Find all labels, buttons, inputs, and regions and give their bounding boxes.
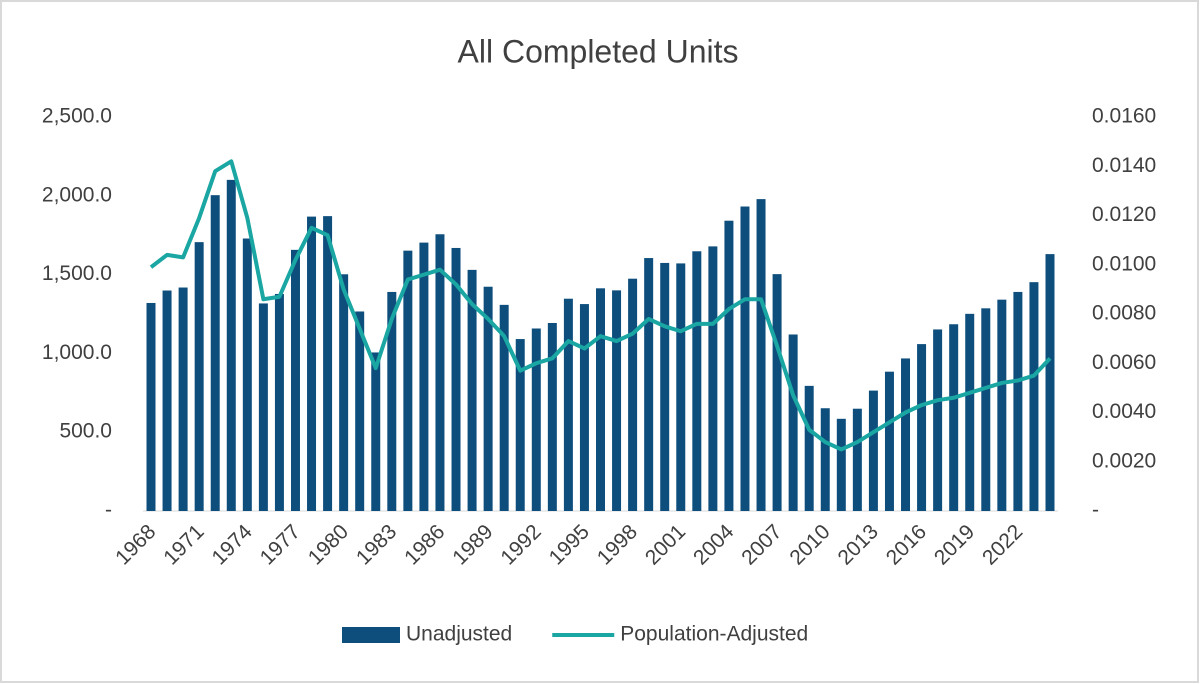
y2-tick-label: 0.0060 [1092, 351, 1156, 374]
y-tick-label: 2,000.0 [42, 183, 112, 206]
bar [772, 274, 782, 511]
bar [644, 258, 654, 511]
y2-tick-label: 0.0020 [1092, 449, 1156, 472]
bar [274, 293, 284, 511]
bar [307, 216, 317, 511]
bar [692, 251, 702, 511]
bar [917, 344, 927, 511]
bar [323, 216, 333, 511]
bar [146, 302, 156, 511]
bar [467, 269, 477, 511]
y2-tick-label: 0.0120 [1092, 203, 1156, 226]
y-tick-label: 1,500.0 [42, 262, 112, 285]
bar [162, 290, 172, 511]
bar [387, 291, 397, 511]
bar [1045, 254, 1055, 511]
chart-title: All Completed Units [458, 33, 739, 69]
bar [724, 220, 734, 511]
bar [901, 358, 911, 511]
bar [435, 234, 445, 511]
bar [258, 303, 268, 511]
bar [660, 262, 670, 511]
bar [965, 313, 975, 511]
bar [868, 390, 878, 511]
bar [531, 328, 541, 511]
bar [499, 304, 509, 511]
bar [1013, 291, 1023, 511]
y2-tick-label: 0.0160 [1092, 105, 1156, 128]
y2-tick-label: 0.0140 [1092, 154, 1156, 177]
y2-tick-label: 0.0100 [1092, 252, 1156, 275]
bar [997, 299, 1007, 511]
line [149, 159, 1052, 452]
y2-tick-label: 0.0040 [1092, 400, 1156, 423]
bar [852, 408, 862, 511]
bar [820, 408, 830, 511]
bar [515, 339, 525, 511]
y2-tick-label: - [1092, 499, 1099, 522]
bar [403, 250, 413, 511]
bar [612, 290, 622, 511]
bar [1029, 282, 1039, 511]
legend-label: Unadjusted [406, 623, 512, 646]
bar [242, 238, 252, 512]
bar [355, 311, 365, 511]
bar [547, 322, 557, 511]
bar [194, 242, 204, 511]
bar [788, 334, 798, 511]
bar [949, 324, 959, 511]
legend-swatch [342, 627, 400, 643]
bar [226, 179, 236, 512]
bar [804, 385, 814, 511]
bar [451, 247, 461, 511]
bar [676, 263, 686, 511]
bar [740, 206, 750, 512]
bar [483, 286, 493, 511]
bar [339, 274, 349, 511]
bar [981, 308, 991, 511]
bar [563, 298, 573, 511]
bar [178, 287, 188, 511]
bar [371, 352, 381, 511]
legend-label: Population-Adjusted [620, 623, 808, 646]
bar [884, 371, 894, 511]
bar [628, 278, 638, 511]
bar [836, 418, 846, 511]
bar [756, 199, 766, 511]
y-tick-label: 500.0 [59, 420, 112, 443]
bar [419, 242, 429, 512]
y-tick-label: 2,500.0 [42, 105, 112, 128]
bar [933, 329, 943, 511]
bar [210, 195, 220, 511]
bar [708, 246, 718, 512]
bar [290, 249, 300, 511]
y-tick-label: 1,000.0 [42, 341, 112, 364]
bar [596, 288, 605, 511]
bar [579, 304, 589, 511]
y-tick-label: - [105, 499, 112, 522]
y2-tick-label: 0.0080 [1092, 302, 1156, 325]
